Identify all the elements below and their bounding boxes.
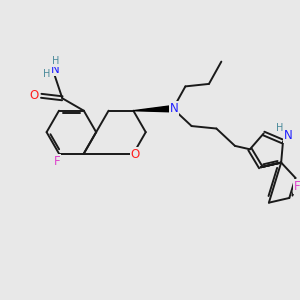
Text: F: F xyxy=(54,155,60,168)
Text: H: H xyxy=(43,69,51,79)
Polygon shape xyxy=(133,106,173,112)
Text: N: N xyxy=(284,129,292,142)
Text: F: F xyxy=(294,180,300,193)
Text: N: N xyxy=(169,102,178,115)
Text: O: O xyxy=(131,148,140,161)
Text: H: H xyxy=(276,123,284,133)
Text: O: O xyxy=(30,89,39,102)
Text: N: N xyxy=(50,63,59,76)
Text: H: H xyxy=(52,56,60,66)
